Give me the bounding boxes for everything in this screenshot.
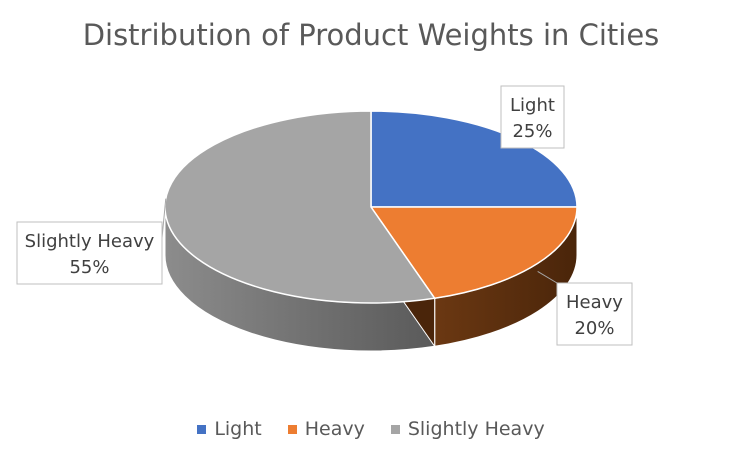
chart-title: Distribution of Product Weights in Citie…: [82, 18, 660, 52]
callout-box-heavy: [556, 282, 633, 346]
legend-swatch-slightly-heavy: [390, 424, 400, 434]
pie-slice-heavy: [369, 206, 578, 300]
callout-leader-heavy: [537, 270, 558, 284]
legend-item-slightly-heavy: Slightly Heavy: [390, 418, 545, 440]
legend-label-slightly-heavy: Slightly Heavy: [407, 418, 545, 440]
callout-category-light: Light: [510, 95, 555, 116]
legend-label-heavy: Heavy: [304, 418, 365, 440]
callout-percent-light: 25%: [512, 121, 552, 142]
legend-swatch-light: [197, 424, 207, 434]
pie-slice-slightly-heavy: [164, 110, 436, 304]
callout-box-light: [500, 85, 565, 149]
legend-item-light: Light: [197, 418, 262, 440]
callout-leader-slightly-heavy: [161, 198, 167, 239]
legend: Light Heavy Slightly Heavy: [0, 418, 742, 440]
callout-category-slightly-heavy: Slightly Heavy: [25, 231, 155, 252]
callout-percent-slightly-heavy: 55%: [69, 257, 109, 278]
callout-percent-heavy: 20%: [574, 318, 614, 339]
callout-category-heavy: Heavy: [566, 292, 623, 313]
legend-swatch-heavy: [287, 424, 297, 434]
callout-box-slightly-heavy: [16, 221, 163, 285]
legend-label-light: Light: [214, 418, 262, 440]
legend-item-heavy: Heavy: [287, 418, 365, 440]
